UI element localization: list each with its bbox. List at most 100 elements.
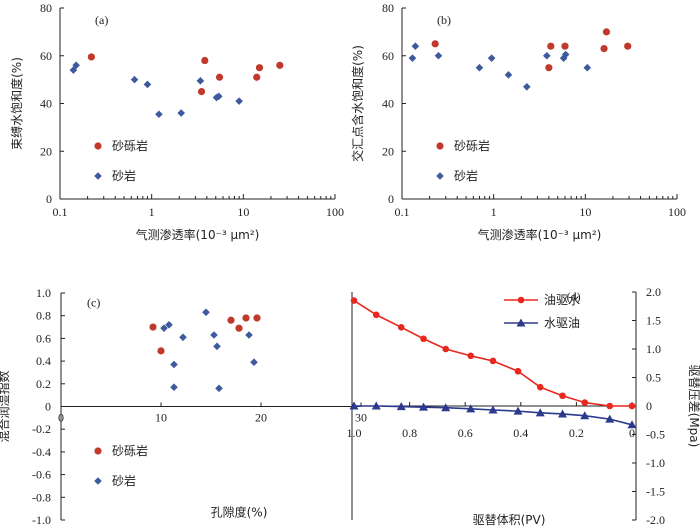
point-water-drives-oil	[535, 408, 545, 417]
x-tick-label-b: 100	[668, 205, 686, 219]
point-c-sand	[160, 324, 168, 332]
y-tick-label-d: -2.0	[646, 513, 665, 527]
point-oil-drives-water	[350, 297, 358, 304]
point-oil-drives-water	[372, 311, 380, 319]
x-tick-label-d: 0.4	[513, 426, 528, 440]
y-tick-label-c: -0.6	[32, 468, 51, 482]
point-b-sand	[504, 71, 513, 79]
y-tick-label-d: 1.0	[646, 342, 661, 356]
point-water-drives-oil	[627, 420, 637, 429]
point-c-gravel	[149, 323, 157, 331]
legend-label-a: 砂砾岩	[112, 138, 148, 153]
point-c-gravel	[242, 314, 250, 322]
point-b-gravel	[547, 42, 555, 50]
point-b-gravel	[602, 28, 611, 36]
x-axis-label-a: 气测渗透率(10⁻³ μm²)	[136, 227, 260, 242]
point-a-gravel	[276, 61, 284, 69]
point-c-sand	[202, 308, 210, 317]
legend-label-a: 砂岩	[112, 168, 136, 183]
legend-marker-a-gravel	[94, 142, 102, 150]
point-oil-drives-water	[581, 399, 589, 406]
x-tick-label-b: 1	[491, 205, 497, 219]
legend-marker-b-gravel	[436, 142, 444, 150]
y-tick-label-b: 0	[388, 192, 394, 206]
point-b-sand	[487, 54, 496, 62]
legend-marker-c-sand	[94, 477, 102, 485]
y-tick-label-a: 80	[40, 1, 52, 15]
y-tick-label-c: -0.2	[32, 422, 51, 436]
point-water-drives-oil	[419, 402, 428, 411]
y-tick-label-d: 1.5	[646, 314, 661, 328]
point-c-sand	[250, 358, 258, 367]
panel-label-c: (c)	[87, 296, 100, 310]
y-tick-label-a: 40	[40, 97, 52, 111]
y-tick-label-c: 0.6	[36, 331, 51, 345]
y-tick-label-a: 0	[46, 192, 52, 206]
point-water-drives-oil	[605, 414, 615, 423]
y-tick-label-c: 0	[45, 400, 51, 414]
point-b-sand	[411, 42, 420, 50]
x-tick-label-b: 0.1	[395, 205, 410, 219]
x-tick-label-a: 100	[326, 205, 344, 219]
point-c-sand	[245, 331, 253, 339]
point-b-gravel	[600, 44, 608, 53]
y-tick-label-a: 20	[40, 144, 52, 158]
point-oil-drives-water	[559, 392, 566, 400]
point-water-drives-oil	[396, 402, 406, 411]
y-tick-label-d: -1.0	[646, 456, 665, 470]
point-c-sand	[215, 384, 223, 393]
point-b-sand	[434, 51, 443, 60]
legend-marker-oil-drives-water	[517, 296, 525, 304]
x-axis-label-d: 驱替体积(PV)	[473, 513, 546, 527]
point-b-sand	[561, 50, 570, 59]
y-tick-label-d: -1.5	[646, 485, 665, 499]
x-tick-label-b: 10	[579, 205, 591, 219]
point-c-gravel	[253, 314, 261, 322]
point-oil-drives-water	[628, 402, 636, 410]
point-b-sand	[523, 82, 531, 91]
y-tick-label-c: 0.8	[36, 309, 51, 323]
y-axis-label-a: 束缚水饱和度(%)	[9, 57, 24, 150]
series-line-oil-drives-water	[353, 299, 632, 407]
point-c-sand	[170, 383, 178, 392]
legend-label-b: 砂岩	[454, 168, 478, 183]
point-a-gravel	[255, 64, 264, 72]
point-a-sand	[196, 77, 205, 85]
point-oil-drives-water	[536, 383, 544, 391]
point-water-drives-oil	[349, 401, 359, 410]
point-oil-drives-water	[442, 345, 450, 353]
x-axis-label-b: 气测渗透率(10⁻³ μm²)	[478, 227, 602, 242]
legend-marker-c-gravel	[94, 447, 102, 455]
point-water-drives-oil	[488, 405, 498, 414]
point-c-sand	[170, 360, 178, 369]
y-tick-label-a: 60	[40, 49, 52, 63]
x-tick-label-d: 1.0	[347, 426, 362, 440]
legend-label-c: 砂砾岩	[112, 443, 148, 458]
point-oil-drives-water	[397, 324, 405, 331]
y-axis-label-d: 驱替压差(Mpa)	[687, 365, 700, 448]
point-c-gravel	[157, 347, 165, 355]
point-b-gravel	[545, 64, 553, 72]
point-a-gravel	[197, 87, 206, 96]
y-tick-label-c: -0.8	[32, 490, 51, 504]
y-axis-label-c: 混合润湿指数	[0, 370, 11, 442]
y-tick-label-b: 60	[382, 49, 394, 63]
x-axis-label-c: 孔隙度(%)	[211, 505, 268, 520]
x-tick-label-a: 0.1	[53, 205, 68, 219]
legend-marker-water-drives-oil	[516, 318, 526, 327]
y-tick-label-b: 80	[382, 1, 394, 15]
point-b-sand	[543, 51, 551, 60]
point-a-sand	[215, 92, 223, 101]
x-tick-label-c: 30	[355, 411, 367, 425]
x-tick-label-c: 10	[155, 411, 167, 425]
x-tick-label-a: 1	[149, 205, 155, 219]
x-tick-label-d: 0.2	[569, 426, 584, 440]
point-c-sand	[165, 320, 173, 329]
point-a-sand	[72, 61, 80, 70]
x-tick-label-d: 0	[629, 426, 635, 440]
point-oil-drives-water	[420, 335, 427, 343]
y-tick-label-b: 20	[382, 144, 394, 158]
legend-label-c: 砂岩	[112, 473, 136, 488]
x-tick-label-c: 0	[58, 411, 64, 425]
